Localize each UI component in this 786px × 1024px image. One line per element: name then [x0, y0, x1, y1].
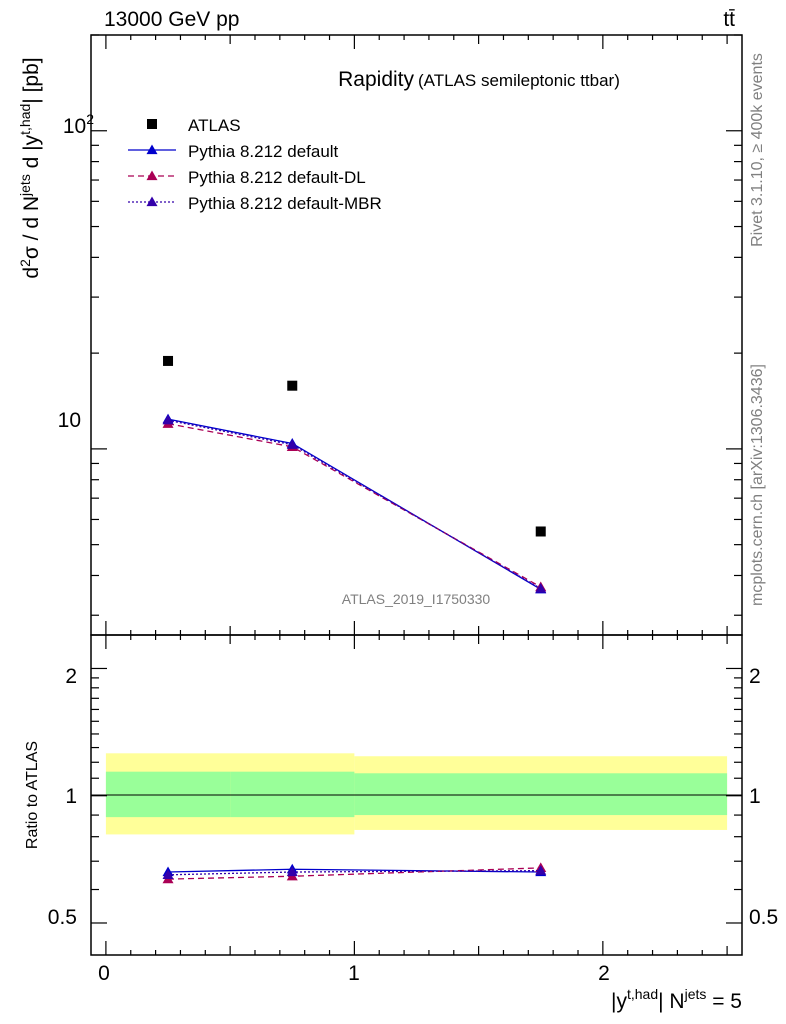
chart-title: Rapidity [338, 68, 414, 91]
x-axis-label: |yt,had| Njets = 5 [611, 986, 742, 1013]
x-tick-label-0: 0 [98, 962, 110, 985]
legend-label-atlas: ATLAS [188, 116, 241, 135]
ratio-band-stat-inner- [230, 771, 355, 818]
y-tick-label-10: 10 [58, 409, 81, 432]
ratio-series-layer [162, 862, 547, 884]
ratio-y-tick-2-right: 2 [749, 665, 761, 688]
ratio-y-tick-1-left: 1 [65, 785, 77, 808]
data-point-pythia-8-212-default-mbr [286, 439, 298, 449]
series-line-pythia-8-212-default [167, 418, 542, 590]
series-line-pythia-8-212-default-dl [167, 423, 542, 588]
ratio-y-tick-05-left: 0.5 [48, 906, 77, 929]
ratio-band-stat-inner- [105, 771, 231, 818]
ratio-frame [90, 634, 743, 956]
data-point-atlas [287, 380, 298, 391]
y-tick-label-100: 102 [63, 111, 94, 138]
main-panel: Rapidity (ATLAS semileptonic ttbar) ATLA… [17, 34, 743, 636]
series-line-pythia-8-212-default-mbr [167, 419, 542, 590]
rivet-version-label: Rivet 3.1.10, ≥ 400k events [749, 53, 766, 247]
legend-label-pythia-8-212-default-mbr: Pythia 8.212 default-MBR [188, 194, 382, 213]
ratio-y-tick-05-right: 0.5 [749, 906, 778, 929]
data-point-atlas [535, 526, 546, 537]
ratio-point-pythia-8-212-default-mbr [162, 869, 174, 879]
ratio-point-pythia-8-212-default-mbr [535, 865, 547, 875]
y-axis-label: d2σ / d Njets d |yt,had| [pb] [17, 57, 43, 278]
main-axis-ticks [91, 34, 742, 635]
ratio-y-tick-2-left: 2 [65, 665, 77, 688]
mcplots-source-label: mcplots.cern.ch [arXiv:1306.3436] [749, 364, 766, 606]
ratio-y-axis-label: Ratio to ATLAS [24, 741, 41, 849]
legend-marker-pythia-8-212-default-dl [146, 170, 158, 181]
ratio-uncertainty-bands [105, 753, 728, 835]
ratio-panel: 2 1 0.5 2 1 0.5 0 1 2 Ratio to ATLAS |yt… [24, 634, 778, 1013]
x-tick-label-2: 2 [598, 962, 610, 985]
main-series-layer [162, 355, 547, 594]
x-tick-label-1: 1 [348, 962, 360, 985]
chart-subtitle: (ATLAS semileptonic ttbar) [418, 71, 620, 90]
legend-marker-atlas [147, 119, 157, 129]
legend-marker-pythia-8-212-default [146, 144, 158, 155]
ratio-point-pythia-8-212-default-mbr [286, 866, 298, 877]
data-point-pythia-8-212-default-mbr [162, 414, 174, 425]
data-point-pythia-8-212-default-mbr [535, 583, 547, 593]
ratio-band-stat-inner- [354, 773, 728, 816]
energy-label: 13000 GeV pp [104, 8, 239, 31]
legend: ATLAS Pythia 8.212 default Pythia 8.212 de… [128, 116, 382, 213]
legend-label-pythia-8-212-default: Pythia 8.212 default [188, 142, 339, 161]
ratio-axis-ticks [91, 635, 742, 955]
legend-marker-pythia-8-212-default-mbr [146, 196, 158, 207]
legend-label-pythia-8-212-default-dl: Pythia 8.212 default-DL [188, 168, 366, 187]
analysis-label: ATLAS_2019_I1750330 [342, 591, 491, 607]
data-point-atlas [163, 355, 174, 366]
ratio-y-tick-1-right: 1 [749, 785, 761, 808]
process-label: tt̄ [723, 8, 735, 31]
